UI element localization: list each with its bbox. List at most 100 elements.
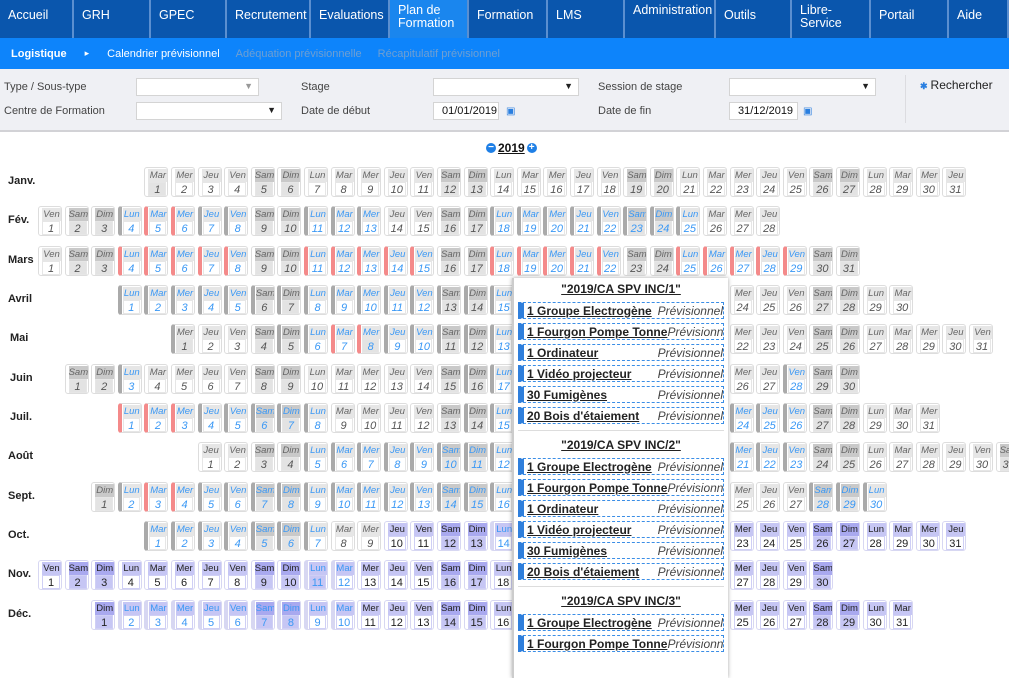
- day-cell[interactable]: Ven 3: [224, 324, 249, 354]
- day-cell[interactable]: Mar 7: [330, 324, 355, 354]
- day-cell[interactable]: Dim 6: [277, 167, 302, 197]
- day-cell[interactable]: Ven 4: [224, 167, 249, 197]
- day-cell[interactable]: Lun 15: [490, 285, 515, 315]
- day-cell[interactable]: Mar 29: [889, 521, 914, 551]
- day-cell[interactable]: Dim 8: [277, 600, 302, 630]
- day-cell[interactable]: Lun 6: [304, 324, 328, 354]
- day-cell[interactable]: Jeu 14: [383, 246, 408, 276]
- day-cell[interactable]: Lun 14: [490, 521, 515, 551]
- day-cell[interactable]: Jeu 2: [197, 324, 222, 354]
- day-cell[interactable]: Lun 15: [490, 403, 515, 433]
- day-cell[interactable]: Jeu 7: [197, 246, 222, 276]
- day-cell[interactable]: Mer 11: [357, 482, 382, 512]
- day-cell[interactable]: Mar 26: [703, 246, 727, 276]
- equipment-item[interactable]: 1 Fourgon Pompe TonnePrévisionnel: [518, 323, 724, 340]
- nav-item-recrutement[interactable]: Recrutement: [227, 0, 311, 38]
- search-button[interactable]: ✱ Rechercher: [920, 78, 993, 92]
- day-cell[interactable]: Lun 27: [862, 324, 887, 354]
- day-cell[interactable]: Lun 28: [862, 167, 887, 197]
- day-cell[interactable]: Ven 5: [224, 285, 249, 315]
- day-cell[interactable]: Dim 13: [463, 521, 488, 551]
- day-cell[interactable]: Ven 6: [224, 482, 249, 512]
- day-cell[interactable]: Lun 21: [676, 167, 701, 197]
- equipment-name[interactable]: 1 Fourgon Pompe Tonne: [527, 636, 668, 651]
- equipment-name[interactable]: 1 Ordinateur: [527, 345, 599, 360]
- day-cell[interactable]: Mar 5: [144, 560, 169, 590]
- sub-nav-adequation[interactable]: Adéquation prévisionnelle: [235, 47, 362, 60]
- day-cell[interactable]: Jeu 27: [756, 364, 781, 394]
- day-cell[interactable]: Jeu 3: [197, 167, 222, 197]
- day-cell[interactable]: Dim 24: [649, 206, 674, 236]
- day-cell[interactable]: Mer 9: [357, 167, 382, 197]
- day-cell[interactable]: Ven 1: [38, 206, 62, 236]
- day-cell[interactable]: Mer 5: [171, 364, 195, 394]
- day-cell[interactable]: Lun 8: [304, 285, 328, 315]
- day-cell[interactable]: Jeu 4: [197, 285, 222, 315]
- equipment-name[interactable]: 1 Vidéo projecteur: [527, 366, 632, 381]
- day-cell[interactable]: Mer 28: [915, 442, 940, 472]
- day-cell[interactable]: Mer 23: [729, 167, 754, 197]
- day-cell[interactable]: Jeu 1: [197, 442, 222, 472]
- day-cell[interactable]: Mer 11: [357, 600, 382, 630]
- nav-item-formation[interactable]: Formation: [469, 0, 548, 38]
- day-cell[interactable]: Sam 13: [437, 403, 461, 433]
- day-cell[interactable]: Sam 14: [437, 600, 461, 630]
- day-cell[interactable]: Sam 15: [437, 364, 461, 394]
- day-cell[interactable]: Ven 23: [782, 442, 807, 472]
- day-cell[interactable]: Jeu 8: [383, 442, 408, 472]
- day-cell[interactable]: Ven 13: [410, 600, 435, 630]
- day-cell[interactable]: Lun 1: [117, 285, 142, 315]
- day-cell[interactable]: Dim 4: [277, 442, 302, 472]
- day-cell[interactable]: Jeu 28: [756, 560, 781, 590]
- day-cell[interactable]: Ven 28: [782, 364, 807, 394]
- day-cell[interactable]: Dim 3: [91, 560, 116, 590]
- day-cell[interactable]: Mar 11: [330, 364, 355, 394]
- day-cell[interactable]: Jeu 28: [756, 246, 781, 276]
- day-cell[interactable]: Lun 2: [117, 482, 142, 512]
- equipment-item[interactable]: 1 Ordinateur Prévisionnel: [518, 500, 724, 517]
- day-cell[interactable]: Lun 30: [862, 600, 887, 630]
- day-cell[interactable]: Sam 23: [623, 206, 648, 236]
- day-cell[interactable]: Jeu 14: [383, 560, 408, 590]
- day-cell[interactable]: Lun 4: [117, 206, 142, 236]
- day-cell[interactable]: Jeu 26: [756, 600, 781, 630]
- day-cell[interactable]: Sam 2: [64, 560, 89, 590]
- day-cell[interactable]: Lun 4: [117, 560, 142, 590]
- day-cell[interactable]: Sam 12: [437, 167, 461, 197]
- day-cell[interactable]: Mer 9: [357, 521, 382, 551]
- nav-item-administration[interactable]: Administration: [625, 0, 716, 38]
- day-cell[interactable]: Mer 29: [915, 324, 940, 354]
- day-cell[interactable]: Sam 7: [250, 482, 275, 512]
- day-cell[interactable]: Mar 4: [144, 364, 169, 394]
- day-cell[interactable]: Sam 11: [437, 324, 461, 354]
- day-cell[interactable]: Jeu 17: [570, 167, 594, 197]
- day-cell[interactable]: Dim 3: [91, 246, 116, 276]
- day-cell[interactable]: Lun 1: [117, 403, 142, 433]
- centre-select[interactable]: ▼: [136, 102, 282, 120]
- nav-item-accueil[interactable]: Accueil: [0, 0, 74, 38]
- nav-item-evaluations[interactable]: Evaluations: [311, 0, 390, 38]
- day-cell[interactable]: Mer 27: [729, 560, 754, 590]
- day-cell[interactable]: Jeu 12: [383, 482, 408, 512]
- day-cell[interactable]: Lun 9: [304, 482, 328, 512]
- equipment-name[interactable]: 30 Fumigènes: [527, 543, 608, 558]
- day-cell[interactable]: Mar 2: [144, 403, 169, 433]
- day-cell[interactable]: Jeu 13: [383, 364, 408, 394]
- calendar-icon[interactable]: ▣: [506, 106, 516, 117]
- day-cell[interactable]: Mer 2: [171, 167, 195, 197]
- day-cell[interactable]: Mer 21: [729, 442, 754, 472]
- equipment-name[interactable]: 1 Vidéo projecteur: [527, 522, 632, 537]
- day-cell[interactable]: Lun 8: [304, 403, 328, 433]
- nav-item-portail[interactable]: Portail: [871, 0, 949, 38]
- day-cell[interactable]: Dim 3: [91, 206, 116, 236]
- day-cell[interactable]: Mer 13: [357, 206, 382, 236]
- day-cell[interactable]: Jeu 22: [756, 442, 781, 472]
- previous-year-icon[interactable]: −: [486, 143, 496, 153]
- day-cell[interactable]: Ven 13: [410, 482, 435, 512]
- day-cell[interactable]: Sam 19: [623, 167, 648, 197]
- day-cell[interactable]: Ven 25: [782, 167, 807, 197]
- day-cell[interactable]: Lun 18: [490, 246, 515, 276]
- day-cell[interactable]: Ven 8: [224, 560, 249, 590]
- day-cell[interactable]: Dim 14: [463, 403, 488, 433]
- equipment-item[interactable]: 1 Fourgon Pompe TonnePrévisionnel: [518, 479, 724, 496]
